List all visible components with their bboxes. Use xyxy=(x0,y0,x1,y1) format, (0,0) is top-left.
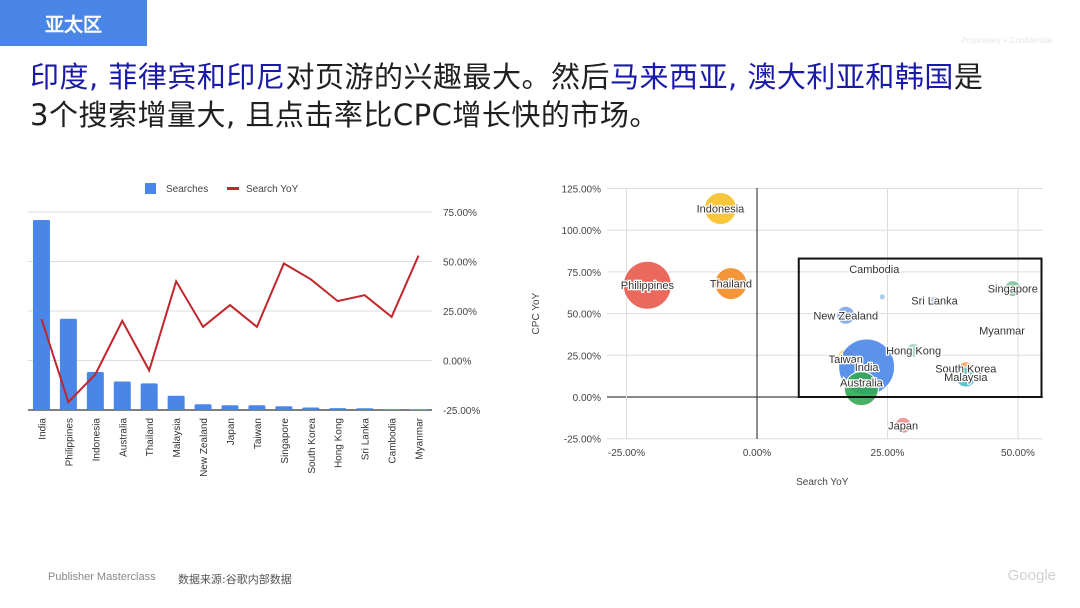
cpc-vs-search-bubble-chart: 125.00% 100.00% 75.00% 50.00% 25.00% 0.00% -25… xyxy=(531,185,1043,488)
x-category-label: South Korea xyxy=(307,418,318,474)
chart-legend: Searches Search YoY xyxy=(145,183,299,195)
bubble-point xyxy=(836,305,856,325)
x-category-label: Taiwan xyxy=(253,418,264,449)
searches-bar xyxy=(113,381,131,410)
searches-bar xyxy=(194,404,212,410)
headline-text: 是 xyxy=(953,60,984,94)
bubble-label: India xyxy=(855,362,880,374)
y-tick-label: 75.00% xyxy=(567,268,601,279)
bubble-point xyxy=(906,342,922,358)
bubble-label: Japan xyxy=(888,420,918,432)
y-tick-label: 125.00% xyxy=(562,185,602,196)
x-category-label: Singapore xyxy=(280,418,291,464)
x-category-label: Philippines xyxy=(64,418,75,466)
searches-bar xyxy=(329,408,347,410)
bubble-label: Hong Kong xyxy=(886,345,941,357)
searches-bar xyxy=(383,409,401,410)
bubble-label: Australia xyxy=(840,378,884,390)
y-axis-title: CPC YoY xyxy=(531,292,542,334)
x-tick-label: 25.00% xyxy=(871,448,905,459)
headline-line-2: 3个搜索增量大, 且点击率比CPC增长快的市场。 xyxy=(30,98,659,132)
google-logo: Google xyxy=(1007,567,1056,584)
searches-bar xyxy=(167,395,185,410)
bubble-point xyxy=(703,192,737,226)
searches-bar xyxy=(140,383,158,410)
y-tick-label: 50.00% xyxy=(443,258,477,269)
bubble-point xyxy=(878,293,886,301)
legend-searches-swatch xyxy=(145,183,156,194)
bubble-point xyxy=(714,267,748,301)
bubble-label: Malaysia xyxy=(944,372,988,384)
x-category-label: Malaysia xyxy=(172,418,183,458)
searches-bar xyxy=(32,220,50,410)
headline-highlight: 马来西亚, 澳大利亚和韩国 xyxy=(609,60,954,94)
bubble-point xyxy=(894,416,912,434)
x-tick-label: 50.00% xyxy=(1001,448,1035,459)
searches-bar xyxy=(356,408,374,410)
bubble-point xyxy=(622,260,672,310)
region-tag: 亚太区 xyxy=(0,0,147,46)
bubble-label: Myanmar xyxy=(979,325,1025,337)
y-tick-label: -25.00% xyxy=(443,406,480,417)
bubble-label: South Korea xyxy=(935,364,997,376)
bubble-point xyxy=(929,295,939,305)
y-tick-label: 100.00% xyxy=(562,226,602,237)
y-tick-label: 0.00% xyxy=(443,357,471,368)
bubble-label: Indonesia xyxy=(697,204,746,216)
searches-bar xyxy=(221,405,239,410)
y-tick-label: 0.00% xyxy=(573,393,601,404)
y-tick-label: 25.00% xyxy=(567,351,601,362)
legend-yoy-swatch xyxy=(227,187,239,190)
bubble-label: Philippines xyxy=(621,280,675,292)
bubble-label: New Zealand xyxy=(813,310,878,322)
headline-line-1: 印度, 菲律宾和印尼对页游的兴趣最大。然后马来西亚, 澳大利亚和韩国是 xyxy=(30,58,1070,96)
searches-bar xyxy=(248,405,266,410)
footer-brand: Publisher Masterclass xyxy=(48,571,156,583)
y-tick-label: 75.00% xyxy=(443,208,477,219)
legend-searches-label: Searches xyxy=(166,184,208,195)
x-category-label: Cambodia xyxy=(388,418,399,464)
bubble-point xyxy=(955,366,977,388)
y-tick-label: -25.00% xyxy=(564,435,601,446)
x-axis-title: Search YoY xyxy=(796,477,849,488)
bubble-point xyxy=(1004,280,1022,298)
footer-source: 数据来源:谷歌内部数据 xyxy=(178,573,292,586)
bubble-label: Thailand xyxy=(710,279,752,291)
highlight-box xyxy=(797,257,1043,398)
x-category-label: New Zealand xyxy=(199,418,210,477)
bubble-point xyxy=(1015,327,1021,333)
bubble-label: Cambodia xyxy=(849,264,900,276)
search-yoy-line xyxy=(40,255,420,404)
headline-text: 对页游的兴趣最大。然后 xyxy=(285,60,610,94)
x-tick-label: -25.00% xyxy=(608,448,645,459)
x-category-label: Indonesia xyxy=(91,418,102,462)
x-category-label: Japan xyxy=(226,418,237,445)
bubble-label: Taiwan xyxy=(829,354,863,366)
headline: 印度, 菲律宾和印尼对页游的兴趣最大。然后马来西亚, 澳大利亚和韩国是 3个搜索… xyxy=(30,58,1070,134)
bubble-label: Singapore xyxy=(988,284,1038,296)
x-category-label: Sri Lanka xyxy=(361,418,372,461)
searches-bar xyxy=(275,406,293,410)
x-tick-label: 0.00% xyxy=(743,448,771,459)
searches-bar xyxy=(302,407,320,410)
bubble-label: Sri Lanka xyxy=(911,295,958,307)
x-category-label: Myanmar xyxy=(415,417,426,459)
legend-yoy-label: Search YoY xyxy=(246,184,299,195)
x-category-label: Australia xyxy=(118,418,129,457)
searches-bar xyxy=(86,372,104,410)
searches-bar xyxy=(410,409,428,410)
searches-bar-line-chart: Searches Search YoY 75.00% 50.00% 25.00% 0.00… xyxy=(28,183,480,477)
x-category-label: Hong Kong xyxy=(334,418,345,468)
y-tick-label: 50.00% xyxy=(567,310,601,321)
y-tick-label: 25.00% xyxy=(443,307,477,318)
x-category-label: India xyxy=(37,418,48,440)
x-category-label: Thailand xyxy=(145,418,156,456)
headline-highlight: 印度, 菲律宾和印尼 xyxy=(30,60,286,94)
confidential-label: Proprietary + Confidential xyxy=(961,36,1053,45)
